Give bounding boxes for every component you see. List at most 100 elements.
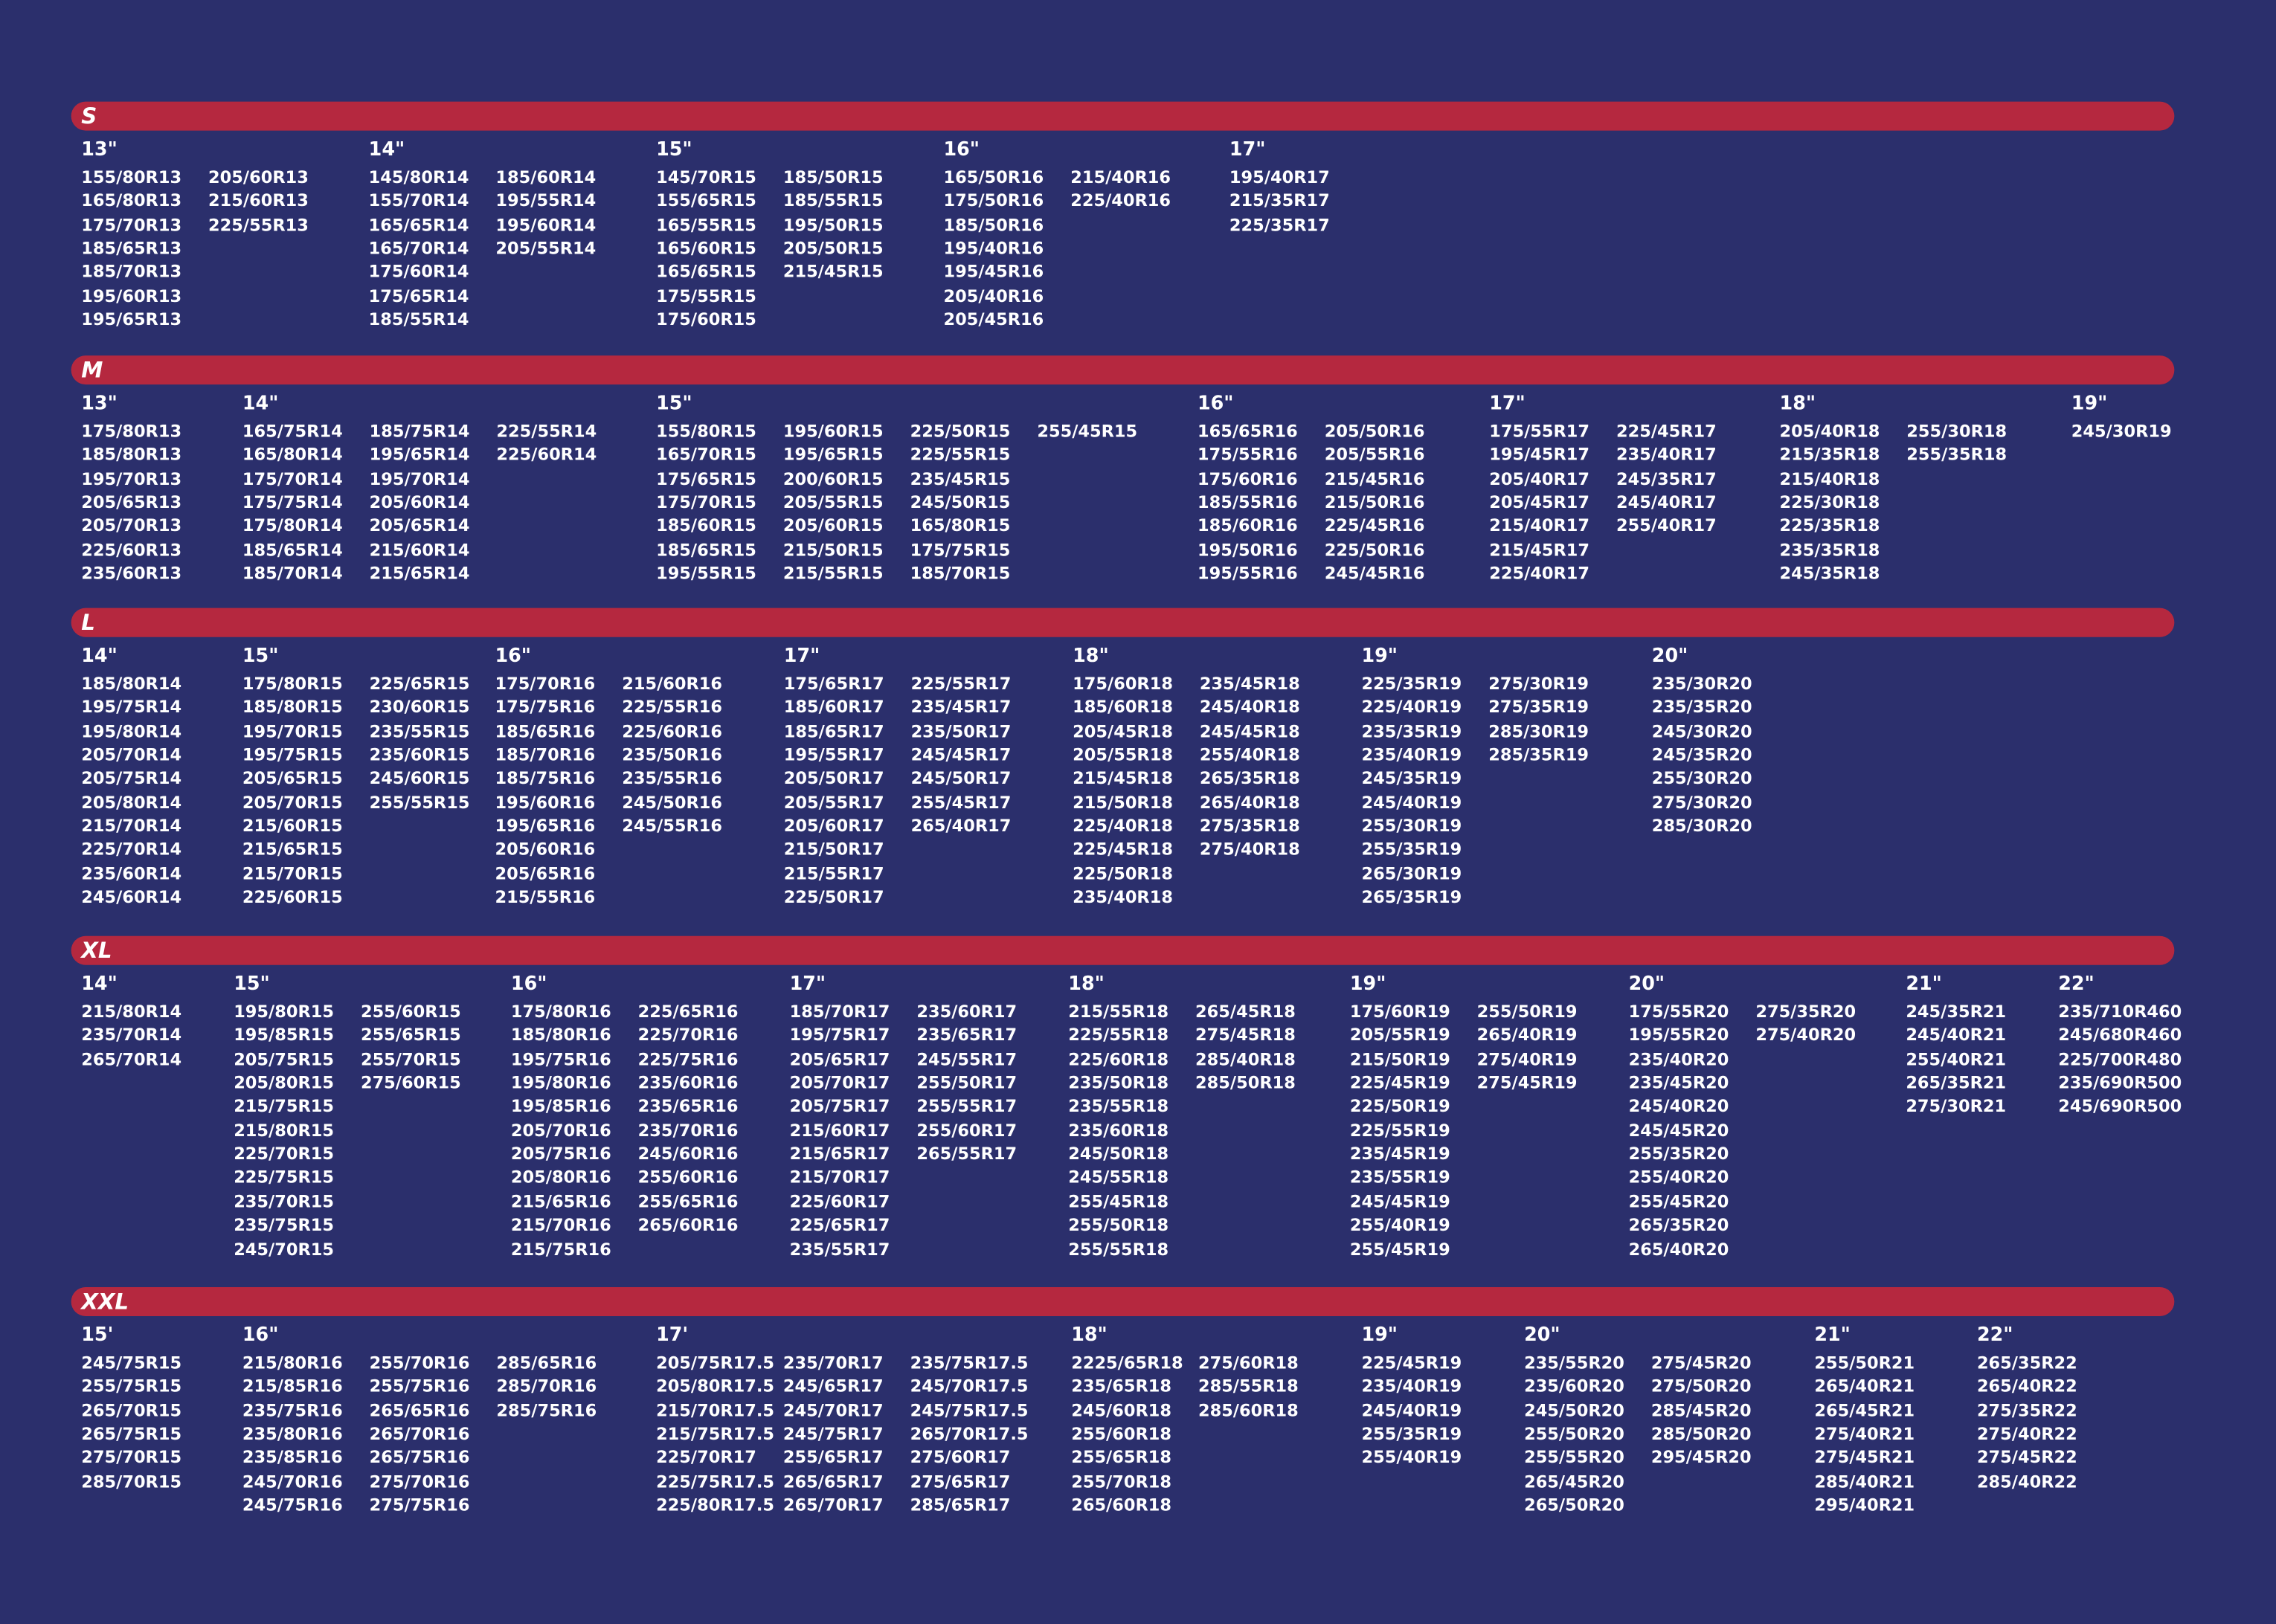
tire-size: 245/70R15 [234,1238,334,1259]
tire-size: 225/45R19 [1361,1352,1462,1373]
tire-size: 225/65R16 [637,1001,739,1022]
tire-size: 175/65R17 [783,673,884,694]
tire-size: 205/55R16 [1324,444,1425,465]
tire-size: 205/60R14 [369,492,470,512]
rim-size-header: 17" [1489,393,1526,416]
rim-size-header: 14" [81,973,118,996]
tire-size: 265/70R16 [369,1423,470,1444]
tire-size: 235/35R20 [1651,697,1752,718]
tire-size: 215/55R18 [1068,1001,1169,1022]
tire-size: 265/60R18 [1071,1495,1172,1515]
tire-size: 195/70R13 [81,468,182,489]
tire-size: 145/80R14 [368,167,469,187]
tire-size: 225/40R18 [1073,815,1173,837]
section-label: S [81,103,97,129]
tire-size: 245/45R20 [1628,1120,1729,1141]
tire-size: 195/70R15 [242,721,343,741]
tire-size: 225/45R19 [1349,1072,1450,1093]
tire-size: 195/40R16 [943,238,1044,259]
tire-size: 185/70R16 [495,744,596,765]
rim-size-header: 16" [943,139,980,161]
tire-size: 285/30R20 [1651,815,1752,837]
tire-size: 155/80R13 [81,167,182,187]
tire-size: 255/65R15 [360,1025,461,1045]
tire-size: 255/55R17 [916,1096,1018,1117]
tire-size: 245/40R19 [1361,1399,1462,1420]
section-label: XXL [81,1288,129,1315]
tire-size: 165/80R15 [910,515,1011,536]
tire-size: 275/60R17 [910,1447,1011,1468]
tire-size: 195/55R15 [656,563,756,584]
tire-size: 205/65R15 [242,768,343,789]
tire-size: 195/55R16 [1197,563,1298,584]
rim-size-header: 18" [1071,1324,1108,1347]
tire-size: 165/70R15 [656,444,756,465]
tire-size: 215/80R15 [234,1120,334,1141]
tire-size: 275/70R15 [81,1447,182,1468]
tire-size: 205/60R15 [782,515,884,536]
tire-size: 215/65R16 [510,1190,611,1212]
tire-size: 245/50R15 [910,492,1011,512]
tire-size: 175/60R19 [1349,1001,1450,1022]
tire-size: 175/70R16 [495,673,596,694]
tire-size: 225/70R15 [234,1143,334,1164]
tire-size: 245/40R21 [1906,1025,2007,1045]
tire-size: 245/50R20 [1524,1399,1624,1420]
tire-size: 245/45R17 [910,744,1012,765]
tire-size: 265/70R14 [81,1048,182,1069]
tire-size: 245/40R17 [1616,492,1717,512]
tire-size: 235/70R16 [637,1120,739,1141]
tire-size: 265/40R22 [1976,1376,2077,1397]
tire-size: 225/55R17 [910,673,1012,694]
tire-size: 245/70R16 [242,1471,343,1492]
tire-size: 235/50R18 [1068,1072,1169,1093]
tire-size: 215/45R16 [1324,468,1425,489]
section-bar: S [71,101,2175,131]
tire-size: 265/50R20 [1524,1495,1624,1515]
tire-size: 185/65R17 [783,721,884,741]
tire-size: 255/40R21 [1906,1048,2007,1069]
tire-size: 215/55R15 [782,563,884,584]
tire-size: 205/65R14 [369,515,470,536]
tire-size: 185/65R13 [81,238,182,259]
tire-size: 275/45R19 [1476,1072,1578,1093]
tire-size: 255/55R15 [369,792,470,813]
tire-size: 215/35R18 [1779,444,1880,465]
tire-size: 175/80R15 [242,673,343,694]
tire-size: 245/60R18 [1071,1399,1172,1420]
tire-size: 185/80R13 [81,444,182,465]
tire-size: 275/65R17 [910,1471,1011,1492]
tire-size: 155/70R14 [368,190,469,211]
tire-size: 255/60R15 [360,1001,461,1022]
tire-size: 215/80R16 [242,1352,343,1373]
rim-size-header: 22" [1976,1324,2013,1347]
rim-size-header: 18" [1073,645,1109,668]
tire-size: 225/65R15 [369,673,470,694]
tire-size: 245/30R20 [1651,721,1752,741]
rim-size-header: 16" [1197,393,1234,416]
tire-size: 275/75R16 [369,1495,470,1515]
tire-size: 275/45R20 [1650,1352,1752,1373]
tire-size: 215/65R17 [789,1143,890,1164]
tire-size: 205/70R14 [81,744,182,765]
tire-size: 225/70R14 [81,839,182,860]
tire-size: 235/75R16 [242,1399,343,1420]
tire-size: 255/50R21 [1814,1352,1915,1373]
tire-size: 165/65R14 [368,214,469,235]
tire-size: 215/45R15 [782,262,884,283]
tire-size: 235/60R20 [1524,1376,1624,1397]
tire-size: 225/75R17.5 [656,1471,775,1492]
tire-size: 175/80R16 [510,1001,611,1022]
rim-size-header: 14" [368,139,405,161]
tire-size: 255/35R18 [1906,444,2007,465]
tire-size: 175/80R14 [242,515,343,536]
tire-size: 235/40R20 [1628,1048,1729,1069]
tire-size: 195/60R14 [495,214,597,235]
tire-size: 215/50R17 [783,839,884,860]
tire-size: 235/40R19 [1361,1376,1462,1397]
tire-size: 175/80R13 [81,420,182,442]
tire-size: 225/60R16 [622,721,723,741]
tire-size: 255/45R20 [1628,1190,1729,1212]
rim-size-header: 19" [2071,393,2108,416]
